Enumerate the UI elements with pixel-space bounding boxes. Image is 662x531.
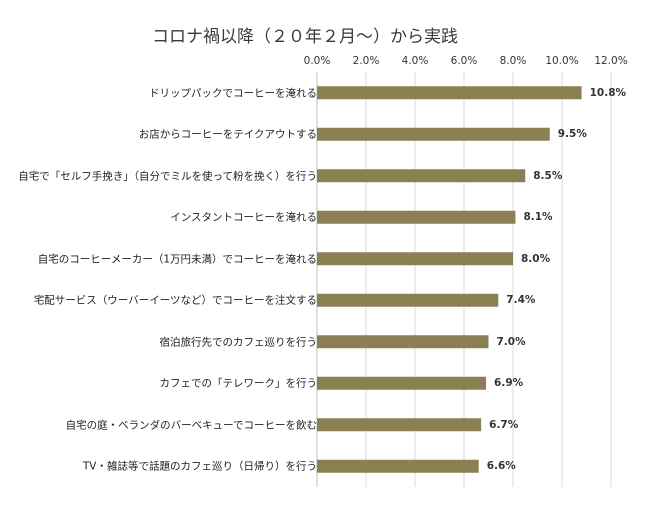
data-label: 9.5% [557,128,587,141]
bar [317,169,526,183]
x-tick-label: 8.0% [499,55,527,67]
category-label: インスタントコーヒーを淹れる [170,211,317,224]
data-label: 7.0% [496,335,526,348]
category-label: 自宅の庭・ベランダのバーベキューでコーヒーを飲む [65,419,317,432]
data-label: 7.4% [506,294,536,307]
bar [317,418,482,432]
category-label: TV・雑誌等で話題のカフェ巡り（日帰り）を行う [82,460,317,473]
data-label: 8.0% [521,252,551,265]
x-tick-label: 2.0% [352,55,380,67]
x-tick-label: 10.0% [545,55,579,67]
data-label: 6.9% [494,377,524,390]
category-label: お店からコーヒーをテイクアウトする [138,128,317,141]
bar [317,86,582,100]
bar [317,127,550,141]
x-tick-label: 4.0% [401,55,429,67]
x-tick-label: 0.0% [303,55,331,67]
category-label: 自宅のコーヒーメーカー（1万円未満）でコーヒーを淹れる [37,253,317,266]
data-label: 6.6% [486,460,516,473]
bar [317,252,513,266]
category-label: 自宅で「セルフ手挽き」（自分でミルを使って粉を挽く）を行う [18,170,317,183]
category-label: 宿泊旅行先でのカフェ巡りを行う [159,336,318,349]
bar [317,459,479,473]
bar [317,376,487,390]
x-tick-label: 6.0% [450,55,478,67]
x-tick-label: 12.0% [594,55,628,67]
bar [317,293,499,307]
data-label: 8.5% [533,169,563,182]
category-label: カフェでの「テレワーク」を行う [159,377,318,390]
bar [317,210,516,224]
data-label: 10.8% [589,86,627,99]
category-label: ドリップパックでコーヒーを淹れる [149,87,317,100]
data-label: 8.1% [523,211,553,224]
chart-title: コロナ禍以降（２０年２月～）から実践 [152,27,458,47]
category-label: 宅配サービス（ウーバーイーツなど）でコーヒーを注文する [33,294,317,307]
bar [317,335,489,349]
data-label: 6.7% [489,418,519,431]
